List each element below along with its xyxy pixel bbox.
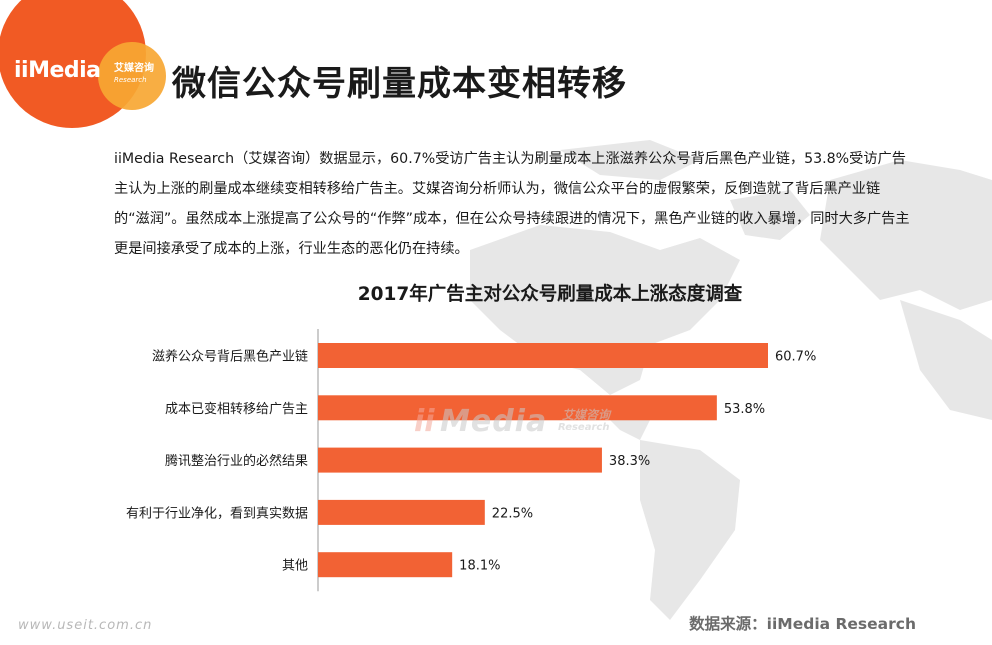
bar (318, 395, 717, 421)
watermark-chinese-text: 艾媒咨询 (562, 408, 611, 422)
logo-circle-small (98, 42, 166, 110)
value-label: 53.8% (724, 402, 765, 417)
bar (318, 552, 453, 578)
category-label: 其他 (282, 559, 308, 574)
category-label: 成本已变相转移给广告主 (165, 401, 308, 417)
chart-title: 2017年广告主对公众号刷量成本上涨态度调查 (357, 284, 743, 305)
logo-chinese-text: 艾媒咨询 (114, 63, 154, 74)
page-title: 微信公众号刷量成本变相转移 (172, 64, 627, 104)
logo-english-text: Research (114, 76, 147, 84)
watermark-english-text: Research (558, 422, 610, 433)
footer-site-watermark: www.useit.com.cn (18, 618, 153, 633)
bar (318, 343, 768, 368)
value-label: 38.3% (609, 454, 650, 469)
data-source: 数据来源：iiMedia Research (689, 615, 916, 633)
logo-text: iiMedia (14, 58, 101, 83)
intro-paragraph: iiMedia Research（艾媒咨询）数据显示，60.7%受访广告主认为刷… (114, 151, 910, 257)
value-label: 60.7% (775, 350, 816, 365)
watermark-ii-text: ii (414, 404, 435, 439)
bar (318, 499, 485, 525)
category-label: 滋养公众号背后黑色产业链 (152, 349, 308, 365)
category-label: 腾讯整治行业的必然结果 (165, 453, 308, 469)
value-label: 22.5% (492, 506, 533, 521)
bar (318, 447, 602, 473)
iimedia-watermark: ii Media 艾媒咨询 Research (412, 400, 622, 444)
category-label: 有利于行业净化，看到真实数据 (126, 505, 308, 521)
watermark-media-text: Media (440, 404, 548, 439)
value-label: 18.1% (459, 559, 500, 574)
iimedia-logo: iiMedia 艾媒咨询 Research (0, 0, 170, 135)
